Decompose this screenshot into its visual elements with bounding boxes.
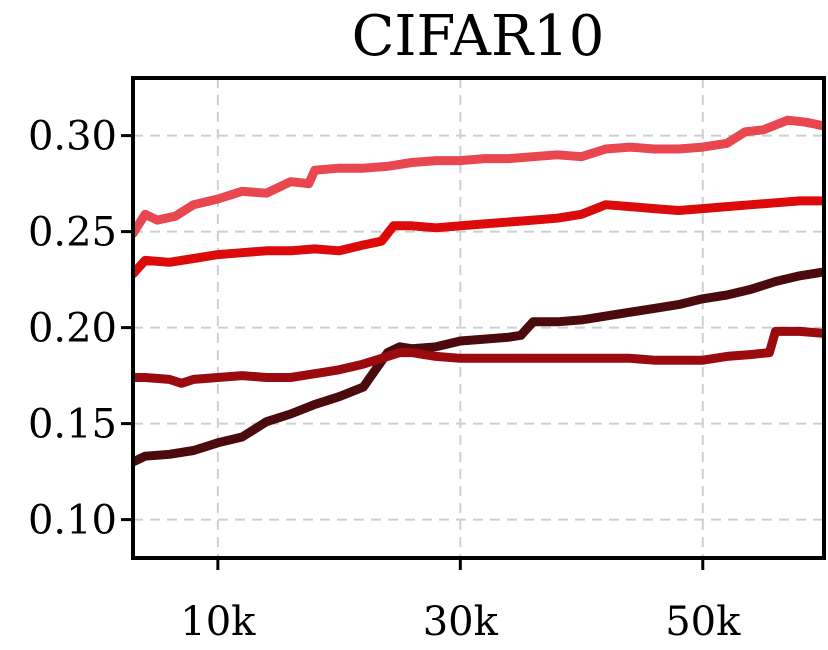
y-tick-label: 0.20 — [28, 306, 117, 352]
y-tick-label: 0.15 — [28, 402, 117, 448]
series-line-2 — [133, 196, 824, 279]
series-line-3 — [133, 267, 824, 467]
y-tick-label: 0.10 — [28, 498, 117, 544]
y-axis: 0.10 0.15 0.20 0.25 0.30 — [28, 114, 133, 544]
x-axis: 10k 30k 50k — [180, 558, 741, 645]
x-tick-label: 30k — [423, 599, 499, 645]
plot-frame — [131, 76, 826, 560]
x-tick-label: 10k — [180, 599, 256, 645]
y-tick-label: 0.25 — [28, 210, 117, 256]
x-tick-label: 50k — [665, 599, 741, 645]
series-line-1 — [133, 115, 824, 238]
y-tick-label: 0.30 — [28, 114, 117, 160]
chart-title: CIFAR10 — [352, 4, 605, 69]
series-line-4 — [133, 326, 824, 388]
series-group — [133, 115, 824, 467]
grid — [133, 78, 824, 558]
